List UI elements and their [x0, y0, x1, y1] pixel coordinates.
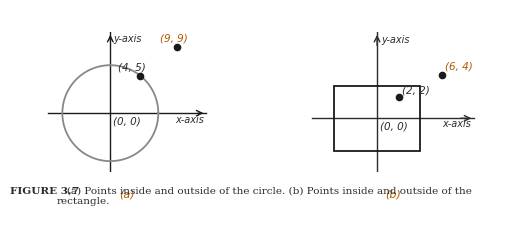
Text: (6, 4): (6, 4): [444, 62, 472, 72]
Text: y-axis: y-axis: [113, 34, 142, 44]
Text: (a) Points inside and outside of the circle. (b) Points inside and outside of th: (a) Points inside and outside of the cir…: [57, 187, 471, 206]
Text: (2, 2): (2, 2): [401, 85, 429, 95]
Text: (b): (b): [385, 189, 401, 199]
Text: (a): (a): [119, 189, 134, 199]
Text: x-axis: x-axis: [441, 119, 470, 129]
Text: (4, 5): (4, 5): [118, 62, 145, 72]
Text: (9, 9): (9, 9): [159, 33, 187, 44]
Text: y-axis: y-axis: [381, 35, 409, 45]
Text: FIGURE 3.7: FIGURE 3.7: [10, 187, 79, 196]
Text: (0, 0): (0, 0): [380, 121, 407, 131]
Bar: [333, 86, 419, 151]
Text: x-axis: x-axis: [175, 115, 204, 125]
Text: (0, 0): (0, 0): [112, 116, 140, 126]
